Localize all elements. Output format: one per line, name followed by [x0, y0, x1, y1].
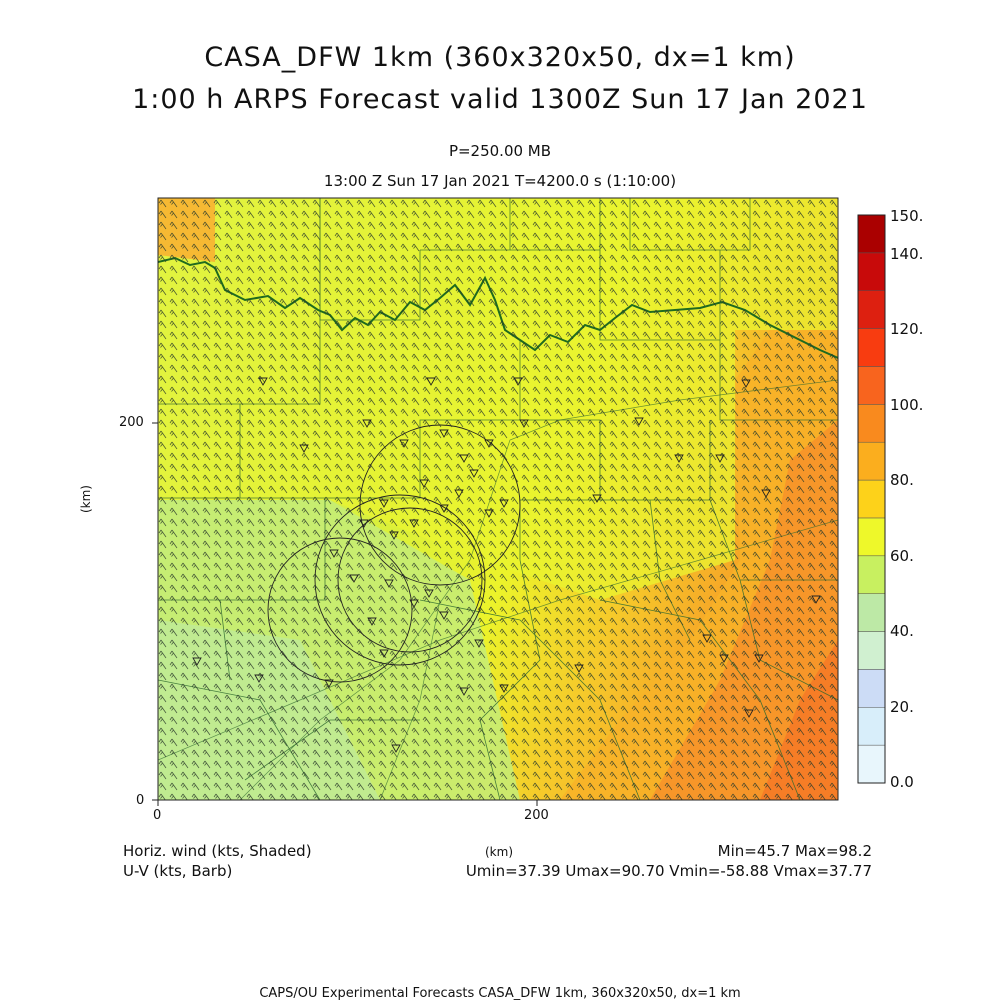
colorbar-segment: [858, 707, 885, 745]
x-tick-200: 200: [524, 808, 549, 823]
colorbar-label-140: 140.: [890, 245, 923, 263]
colorbar-segment: [858, 215, 885, 253]
y-axis-label: (km): [79, 485, 93, 513]
x-axis-label: (km): [485, 845, 513, 859]
colorbar-segment: [858, 480, 885, 518]
colorbar-segment: [858, 669, 885, 707]
barb-legend-label: U-V (kts, Barb): [123, 862, 232, 880]
y-tick-0: 0: [136, 793, 144, 808]
colorbar-segment: [858, 404, 885, 442]
colorbar-segment: [858, 291, 885, 329]
colorbar-segment: [858, 518, 885, 556]
colorbar-segment: [858, 329, 885, 367]
colorbar-segment: [858, 556, 885, 594]
colorbar-label-120: 120.: [890, 320, 923, 338]
min-max-readout: Min=45.7 Max=98.2: [718, 842, 872, 860]
x-tick-0: 0: [153, 808, 161, 823]
colorbar-segment: [858, 366, 885, 404]
colorbar-segment: [858, 594, 885, 632]
colorbar-label-20: 20.: [890, 698, 914, 716]
colorbar-segment: [858, 745, 885, 783]
colorbar-label-60: 60.: [890, 547, 914, 565]
colorbar-segment: [858, 632, 885, 670]
colorbar-label-0: 0.0: [890, 773, 914, 791]
colorbar-label-100: 100.: [890, 396, 923, 414]
colorbar-label-80: 80.: [890, 471, 914, 489]
colorbar-label-40: 40.: [890, 622, 914, 640]
wind-barbs: [158, 198, 838, 800]
y-tick-200: 200: [119, 415, 144, 430]
credit-line: CAPS/OU Experimental Forecasts CASA_DFW …: [0, 986, 1000, 1001]
colorbar-segment: [858, 253, 885, 291]
colorbar-segment: [858, 442, 885, 480]
colorbar: [858, 215, 885, 783]
shaded-field: [158, 198, 838, 800]
colorbar-label-150: 150.: [890, 207, 923, 225]
field-legend-label: Horiz. wind (kts, Shaded): [123, 842, 312, 860]
uv-min-max-readout: Umin=37.39 Umax=90.70 Vmin=-58.88 Vmax=3…: [466, 862, 872, 880]
